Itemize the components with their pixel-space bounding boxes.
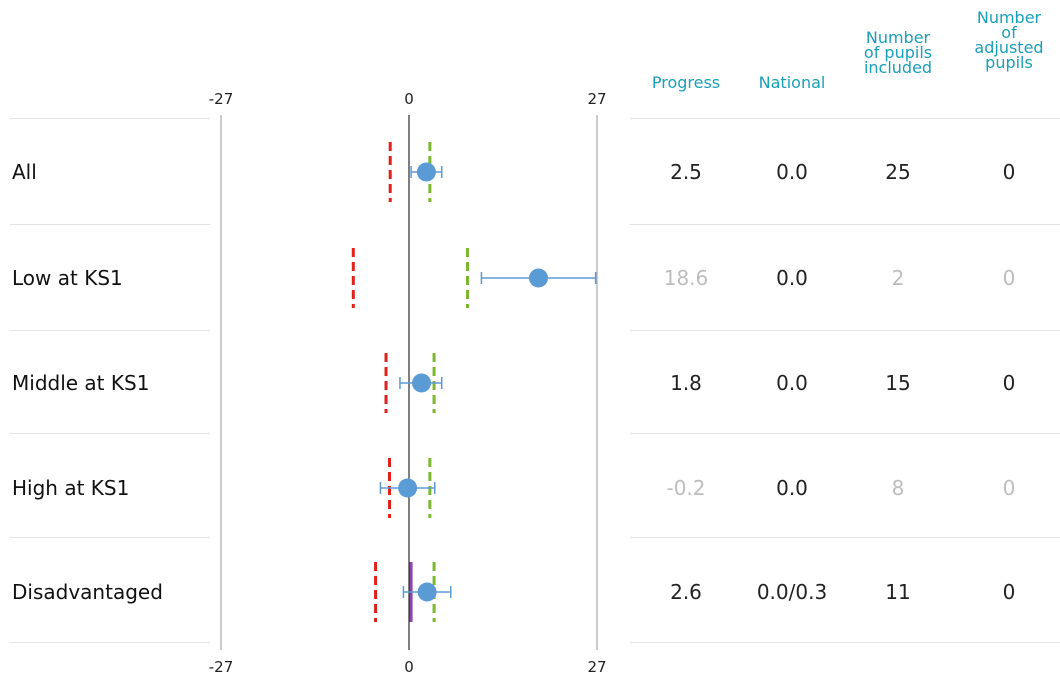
progress-point [417,582,437,602]
divider-left [10,537,210,538]
progress-point [412,373,432,393]
header-adjusted-pupils-line: of [1001,23,1017,42]
cell-adjusted: 0 [1002,371,1016,395]
header-adjusted-pupils-line: adjusted [974,38,1044,57]
progress-point [529,268,549,288]
header-national: National [758,73,826,92]
divider-left [10,224,210,225]
cell-pupils: 25 [885,160,911,184]
chart-axes: -27 -27 0 0 27 27 [209,90,607,676]
tick-label-bottom: 27 [587,658,606,676]
header-progress: Progress [651,73,721,92]
divider-left [10,118,210,119]
divider-right [630,537,1060,538]
divider-right [630,433,1060,434]
header-pupils-included-line: Number [865,28,931,47]
cell-progress: -0.2 [666,476,706,500]
cell-adjusted: 0 [1002,580,1016,604]
chart-marks [351,142,597,622]
header-adjusted-pupils-line: pupils [985,53,1033,72]
header-adjusted-pupils-line: Number [976,8,1042,27]
cell-pupils: 11 [885,580,911,604]
row-label-high: High at KS1 [12,476,130,500]
header-pupils-included: Number of pupils included [843,28,953,77]
cell-pupils: 8 [891,476,905,500]
cell-national: 0.0 [776,266,808,290]
tick-label-top: -27 [209,90,234,108]
row-label-disadvantaged: Disadvantaged [12,580,163,604]
divider-left [10,642,210,643]
header-adjusted-pupils: Number of adjusted pupils [954,8,1060,72]
divider-right [630,330,1060,331]
divider-right [630,224,1060,225]
cell-progress: 2.6 [670,580,702,604]
cell-progress: 1.8 [670,371,702,395]
row-label-middle: Middle at KS1 [12,371,150,395]
tick-label-bottom: 0 [404,658,414,676]
cell-progress: 18.6 [663,266,709,290]
cell-pupils: 2 [891,266,905,290]
cell-adjusted: 0 [1002,266,1016,290]
cell-adjusted: 0 [1002,476,1016,500]
tick-label-bottom: -27 [209,658,234,676]
cell-adjusted: 0 [1002,160,1016,184]
divider-left [10,330,210,331]
tick-label-top: 0 [404,90,414,108]
divider-left [10,433,210,434]
row-label-low: Low at KS1 [12,266,123,290]
cell-pupils: 15 [885,371,911,395]
cell-national: 0.0 [776,160,808,184]
row-label-all: All [12,160,37,184]
progress-point [398,478,418,498]
divider-right [630,642,1060,643]
cell-progress: 2.5 [670,160,702,184]
cell-national: 0.0 [776,476,808,500]
cell-national: 0.0 [776,371,808,395]
divider-right [630,118,1060,119]
header-pupils-included-line: of pupils [863,43,933,62]
progress-point [416,162,436,182]
header-pupils-included-line: included [863,58,933,77]
tick-label-top: 27 [587,90,606,108]
cell-national: 0.0/0.3 [756,580,828,604]
